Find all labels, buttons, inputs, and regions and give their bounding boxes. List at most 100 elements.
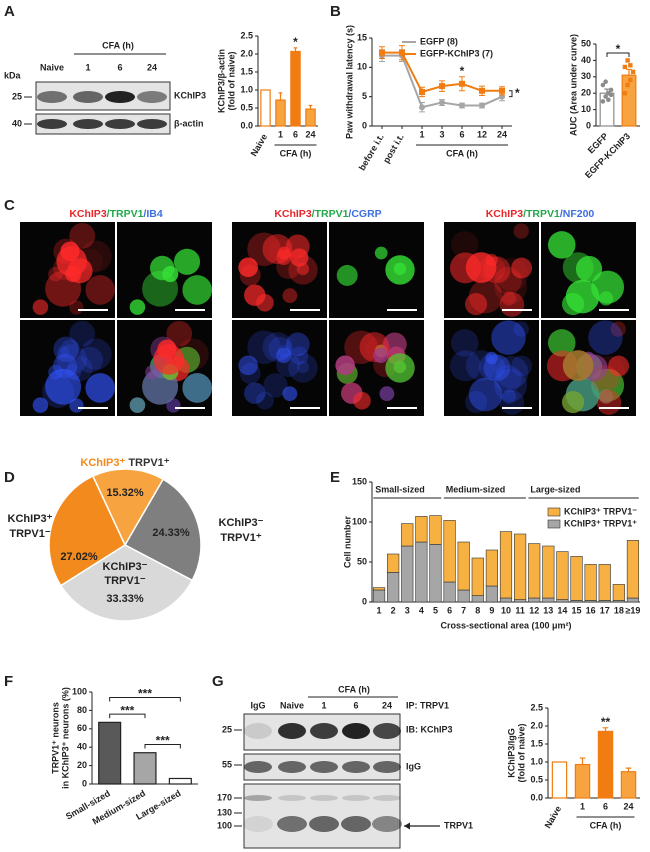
y-tick-label: 10 (357, 62, 367, 72)
x-tick-label: 11 (515, 605, 525, 615)
bar-segment (373, 588, 385, 590)
y-tick-label: 2.0 (530, 720, 543, 730)
y-tick-label: 2.5 (240, 30, 253, 40)
cell (562, 293, 584, 315)
blot-band (137, 91, 167, 103)
marker (439, 83, 445, 89)
x-tick-label: 17 (600, 605, 610, 615)
value-label: 24.33% (152, 527, 190, 539)
marker (379, 50, 385, 56)
x-tick-label: 4 (419, 605, 424, 615)
bar-segment (500, 598, 512, 602)
group-label: CFA (h) (590, 820, 622, 830)
blot-band (341, 816, 371, 832)
data-point (628, 78, 632, 82)
bar (261, 90, 270, 126)
cell (276, 348, 291, 363)
blot-band (342, 795, 370, 801)
blot-band (37, 91, 67, 103)
significance: * (293, 35, 298, 49)
cell (466, 350, 497, 381)
bar-segment (430, 544, 442, 602)
y-axis-label: Paw withdrawal latency (s) (344, 25, 354, 139)
cell (465, 293, 487, 315)
stain: KChIP3 (486, 208, 524, 220)
y-tick-label: 60 (77, 723, 87, 733)
bar (575, 765, 589, 798)
bar-segment (514, 600, 526, 602)
cell (85, 275, 115, 305)
bar-segment (627, 540, 639, 598)
y-tick-label: 40 (581, 55, 591, 65)
blot-band (73, 91, 103, 103)
y-tick-label: 30 (581, 71, 591, 81)
marker (419, 89, 425, 95)
stain: /CGRP (348, 208, 381, 220)
band-label: KChIP3 (174, 90, 206, 100)
bar-segment (500, 532, 512, 598)
y-axis-label: KChIP3/IgG (506, 728, 516, 778)
cell (174, 249, 200, 275)
bar-segment (514, 534, 526, 600)
bar (621, 772, 635, 798)
marker (499, 88, 505, 94)
data-point (601, 99, 606, 104)
x-tick-label: 6 (459, 129, 464, 139)
stain: KChIP3 (69, 208, 107, 220)
bar-segment (416, 516, 428, 542)
value-label: 15.32% (106, 487, 144, 499)
significance: ** (601, 715, 611, 729)
blot-band (105, 91, 135, 103)
marker (459, 81, 465, 87)
y-axis-label: (fold of naive) (226, 52, 236, 111)
cell (373, 348, 388, 363)
category-label-part: KChIP3⁺ (80, 457, 125, 469)
y-tick-label: 15 (357, 32, 367, 42)
bar-segment (528, 598, 540, 602)
bar (291, 51, 300, 126)
bar-segment (401, 524, 413, 546)
cell (60, 340, 79, 359)
cell (375, 247, 388, 260)
bar-segment (416, 542, 428, 602)
x-tick-label: 24 (497, 129, 507, 139)
x-tick-label: 12 (529, 605, 539, 615)
bar (134, 753, 156, 784)
x-tick-label: 24 (623, 801, 633, 811)
category-label: TRPV1⁻ (104, 575, 145, 587)
lane-label: 6 (353, 700, 358, 710)
y-tick-label: 0 (586, 120, 591, 130)
x-tick-label: 6 (293, 129, 298, 139)
stain: /TRPV1 (523, 208, 560, 220)
y-tick-label: 50 (357, 556, 367, 566)
lane-label: Naive (40, 62, 64, 72)
bar-segment (543, 598, 555, 602)
significance: * (515, 86, 520, 100)
bar-segment (557, 600, 569, 602)
stain-header: KChIP3/TRPV1/NF200 (486, 208, 595, 220)
bar-segment (430, 516, 442, 545)
y-tick-label: 20 (581, 88, 591, 98)
bar-segment (557, 552, 569, 600)
group-label: CFA (h) (446, 148, 478, 158)
bar-segment (599, 564, 611, 600)
y-axis-label: KChIP3/β-actin (216, 49, 226, 113)
cell (85, 373, 115, 403)
cell (33, 397, 49, 413)
cell (385, 255, 414, 284)
y-tick-label: 0.0 (240, 120, 253, 130)
y-tick-label: 0.5 (240, 102, 253, 112)
y-tick-label: 1.5 (240, 66, 253, 76)
lane-label: 1 (321, 700, 326, 710)
legend-swatch (548, 520, 560, 528)
marker (479, 102, 485, 108)
x-tick-label: ≥19 (625, 605, 640, 615)
bar-segment (613, 584, 625, 600)
y-axis-label: in KChIP3⁺ neurons (%) (60, 687, 70, 789)
x-tick-label: 24 (305, 129, 315, 139)
x-tick-label: 2 (391, 605, 396, 615)
cell (588, 320, 622, 354)
cell (60, 242, 79, 261)
y-tick-label: 0 (362, 596, 367, 606)
y-tick-label: 10 (581, 104, 591, 114)
